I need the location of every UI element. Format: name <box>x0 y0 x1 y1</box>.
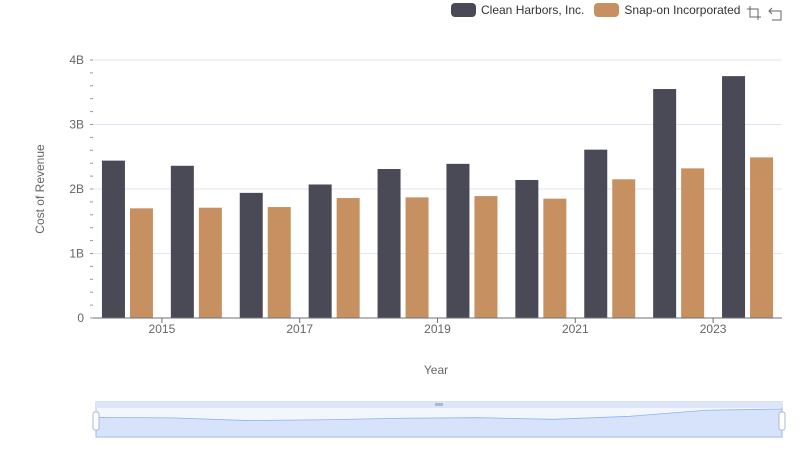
bars <box>101 76 774 319</box>
y-tick-label: 0 <box>77 311 84 325</box>
bar-clean-harbors-2016[interactable] <box>239 192 263 318</box>
data-zoom-slider[interactable] <box>92 401 786 438</box>
bar-snap-on-2019[interactable] <box>474 196 498 318</box>
legend: Clean Harbors, Inc. Snap-on Incorporated <box>451 3 750 17</box>
legend-label-clean-harbors: Clean Harbors, Inc. <box>481 3 585 17</box>
datazoom-move-handle[interactable] <box>435 403 443 406</box>
x-axis-title: Year <box>423 363 449 377</box>
legend-item-snap-on[interactable]: Snap-on Incorporated <box>594 3 740 17</box>
y-tick-label: 4B <box>69 53 84 67</box>
y-axis-title: Cost of Revenue <box>33 144 47 234</box>
legend-swatch-snap-on <box>594 3 620 17</box>
datazoom-shadow <box>95 408 783 438</box>
bar-clean-harbors-2021[interactable] <box>584 149 608 318</box>
y-tick-label: 3B <box>69 118 84 132</box>
x-tick-label: 2017 <box>286 322 313 336</box>
bar-clean-harbors-2023[interactable] <box>722 76 746 318</box>
legend-swatch-clean-harbors <box>451 3 476 17</box>
bar-clean-harbors-2018[interactable] <box>377 169 401 318</box>
bar-clean-harbors-2022[interactable] <box>653 89 677 319</box>
bar-snap-on-2021[interactable] <box>612 179 636 318</box>
legend-item-clean-harbors[interactable]: Clean Harbors, Inc. <box>451 3 584 17</box>
bar-snap-on-2022[interactable] <box>681 168 705 318</box>
bar-snap-on-2014[interactable] <box>129 208 153 318</box>
bar-clean-harbors-2014[interactable] <box>101 160 125 318</box>
bar-clean-harbors-2019[interactable] <box>446 163 470 318</box>
bar-snap-on-2016[interactable] <box>267 207 291 318</box>
y-axis-ticks: 0 1B 2B 3B 4B <box>69 53 84 325</box>
x-tick-label: 2015 <box>149 322 176 336</box>
bar-snap-on-2015[interactable] <box>198 207 222 318</box>
toolbox <box>746 5 784 21</box>
y-minor-ticks <box>90 59 93 319</box>
x-tick-label: 2021 <box>562 322 589 336</box>
grid-lines <box>93 59 782 254</box>
zoom-icon[interactable] <box>746 5 762 21</box>
y-tick-label: 2B <box>69 182 84 196</box>
bar-clean-harbors-2015[interactable] <box>170 165 194 318</box>
bar-clean-harbors-2017[interactable] <box>308 184 332 318</box>
restore-icon[interactable] <box>768 5 784 21</box>
datazoom-handle-left[interactable] <box>92 411 100 431</box>
datazoom-handle-right[interactable] <box>778 411 786 431</box>
bar-clean-harbors-2020[interactable] <box>515 179 539 318</box>
legend-label-snap-on: Snap-on Incorporated <box>624 3 741 17</box>
bar-snap-on-2018[interactable] <box>405 197 429 318</box>
y-tick-label: 1B <box>69 247 84 261</box>
x-axis-ticks: 2015 2017 2019 2021 2023 <box>149 318 727 336</box>
x-tick-label: 2019 <box>424 322 451 336</box>
bar-snap-on-2023[interactable] <box>750 157 774 318</box>
bar-snap-on-2020[interactable] <box>543 198 567 318</box>
x-tick-label: 2023 <box>700 322 727 336</box>
bar-snap-on-2017[interactable] <box>336 198 360 318</box>
